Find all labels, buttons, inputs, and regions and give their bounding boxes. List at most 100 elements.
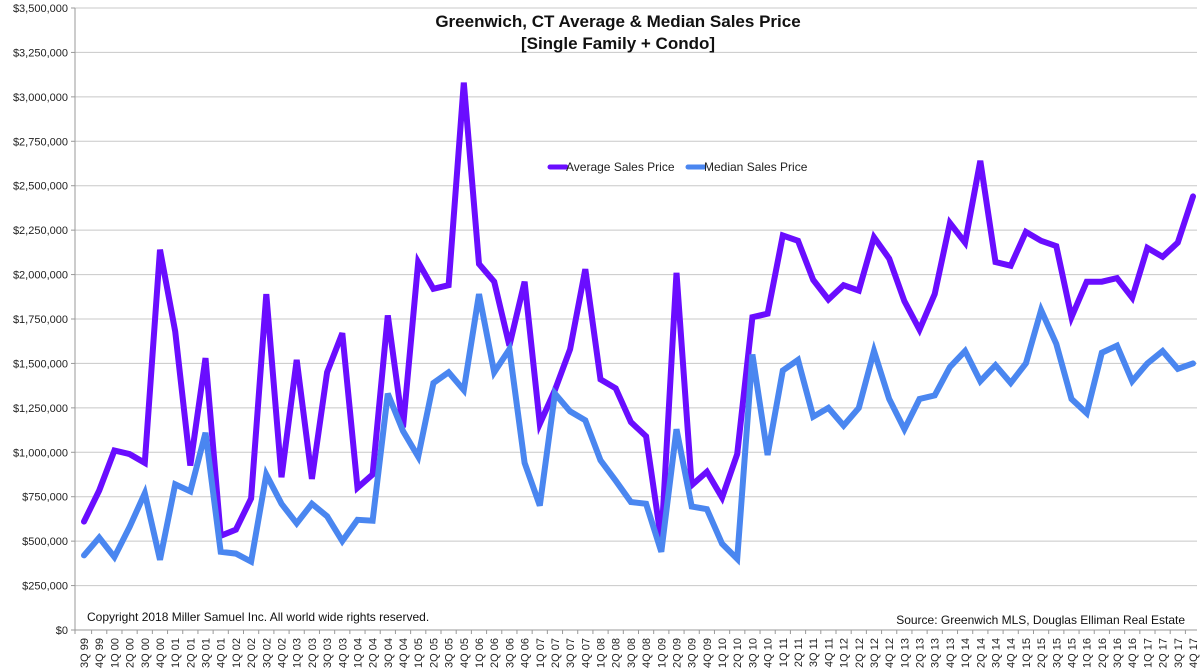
x-axis-ticks: 3Q 99 4Q 99 1Q 00 2Q 00 3Q 00 4Q 00 1Q 01 2Q 01… bbox=[79, 630, 1200, 668]
x-tick-label: 2Q 15 bbox=[1036, 638, 1048, 668]
x-tick-label: 2Q 01 bbox=[185, 638, 197, 668]
chart-title: Greenwich, CT Average & Median Sales Pri… bbox=[435, 12, 800, 31]
x-tick-label: 1Q 16 bbox=[1082, 638, 1094, 668]
x-tick-label: 2Q 05 bbox=[428, 638, 440, 668]
x-tick-label: 2Q 13 bbox=[915, 638, 927, 668]
x-tick-label: 4Q 02 bbox=[276, 638, 288, 668]
x-tick-label: 2Q 06 bbox=[489, 638, 501, 668]
x-tick-label: 3Q 16 bbox=[1112, 638, 1124, 668]
x-tick-label: 3Q 13 bbox=[930, 638, 942, 668]
y-tick-label: $2,500,000 bbox=[13, 181, 68, 193]
series-group bbox=[81, 82, 1196, 567]
x-tick-label: 1Q 14 bbox=[960, 638, 972, 668]
x-tick-label: 4Q 11 bbox=[823, 638, 835, 667]
x-tick-label: 3Q 12 bbox=[869, 638, 881, 668]
x-tick-label: 2Q 07 bbox=[550, 638, 562, 668]
gridlines bbox=[75, 7, 1197, 587]
y-tick-label: $1,000,000 bbox=[13, 447, 68, 459]
y-tick-label: $250,000 bbox=[22, 581, 68, 593]
x-tick-label: 1Q 02 bbox=[231, 638, 243, 668]
legend-label-median: Median Sales Price bbox=[704, 160, 808, 174]
x-tick-label: 3Q 05 bbox=[444, 638, 456, 668]
x-tick-label: 4Q 12 bbox=[884, 638, 896, 668]
x-tick-label: 4Q 00 bbox=[155, 638, 167, 668]
x-tick-label: 2Q 04 bbox=[368, 638, 380, 668]
copyright-note: Copyright 2018 Miller Samuel Inc. All wo… bbox=[87, 610, 429, 624]
x-tick-label: 2Q 16 bbox=[1097, 638, 1109, 668]
x-tick-label: 2Q 12 bbox=[854, 638, 866, 668]
x-tick-label: 1Q 07 bbox=[535, 638, 547, 668]
x-tick-label: 4Q 06 bbox=[520, 638, 532, 668]
x-tick-label: 1Q 05 bbox=[413, 638, 425, 668]
y-tick-label: $2,000,000 bbox=[13, 270, 68, 282]
x-tick-label: 1Q 03 bbox=[292, 638, 304, 668]
x-tick-label: 1Q 06 bbox=[474, 638, 486, 668]
series-line-average-sales-price bbox=[81, 82, 1196, 542]
y-tick-label: $3,250,000 bbox=[13, 47, 68, 59]
x-tick-label: 4Q 17 bbox=[1188, 638, 1200, 668]
source-note: Source: Greenwich MLS, Douglas Elliman R… bbox=[896, 613, 1185, 627]
x-tick-label: 3Q 14 bbox=[991, 638, 1003, 668]
y-tick-label: $1,500,000 bbox=[13, 358, 68, 370]
y-tick-label: $1,250,000 bbox=[13, 403, 68, 415]
x-tick-label: 3Q 09 bbox=[687, 638, 699, 668]
x-tick-label: 4Q 07 bbox=[580, 638, 592, 668]
x-tick-label: 2Q 10 bbox=[732, 638, 744, 668]
legend: Average Sales Price Median Sales Price bbox=[547, 160, 808, 174]
y-tick-label: $500,000 bbox=[22, 536, 68, 548]
x-tick-label: 4Q 16 bbox=[1127, 638, 1139, 668]
x-tick-label: 4Q 14 bbox=[1006, 638, 1018, 668]
x-tick-label: 2Q 00 bbox=[125, 638, 137, 668]
x-tick-label: 1Q 17 bbox=[1142, 638, 1154, 668]
x-tick-label: 4Q 10 bbox=[763, 638, 775, 668]
x-tick-label: 4Q 04 bbox=[398, 638, 410, 668]
legend-label-average: Average Sales Price bbox=[566, 160, 675, 174]
x-tick-label: 3Q 01 bbox=[201, 638, 213, 668]
y-tick-label: $2,250,000 bbox=[13, 225, 68, 237]
y-tick-label: $750,000 bbox=[22, 492, 68, 504]
x-tick-label: 4Q 08 bbox=[641, 638, 653, 668]
x-tick-label: 2Q 03 bbox=[307, 638, 319, 668]
x-tick-label: 1Q 04 bbox=[352, 638, 364, 668]
x-tick-label: 2Q 14 bbox=[975, 638, 987, 668]
y-tick-label: $1,750,000 bbox=[13, 314, 68, 326]
y-tick-label: $3,000,000 bbox=[13, 92, 68, 104]
x-tick-label: 3Q 06 bbox=[504, 638, 516, 668]
x-tick-label: 3Q 02 bbox=[261, 638, 273, 668]
y-axis-ticks: $0 $250,000 $500,000 $750,000 $1,000,000 $1,2… bbox=[13, 3, 75, 637]
x-tick-label: 3Q 00 bbox=[140, 638, 152, 668]
x-tick-label: 3Q 08 bbox=[626, 638, 638, 668]
x-tick-label: 3Q 04 bbox=[383, 638, 395, 668]
x-tick-label: 2Q 17 bbox=[1158, 638, 1170, 668]
x-tick-label: 3Q 15 bbox=[1051, 638, 1063, 668]
y-tick-label: $0 bbox=[56, 625, 68, 637]
x-tick-label: 3Q 17 bbox=[1173, 638, 1185, 668]
x-tick-label: 2Q 02 bbox=[246, 638, 258, 668]
x-tick-label: 3Q 99 bbox=[79, 638, 91, 668]
x-tick-label: 1Q 01 bbox=[170, 638, 182, 668]
chart-subtitle: [Single Family + Condo] bbox=[521, 34, 715, 53]
x-tick-label: 4Q 15 bbox=[1066, 638, 1078, 668]
x-tick-label: 4Q 03 bbox=[337, 638, 349, 668]
x-tick-label: 3Q 10 bbox=[747, 638, 759, 668]
x-tick-label: 2Q 09 bbox=[671, 638, 683, 668]
x-tick-label: 1Q 13 bbox=[899, 638, 911, 668]
y-tick-label: $2,750,000 bbox=[13, 136, 68, 148]
y-tick-label: $3,500,000 bbox=[13, 3, 68, 15]
x-tick-label: 4Q 05 bbox=[459, 638, 471, 668]
x-tick-label: 1Q 15 bbox=[1021, 638, 1033, 668]
x-tick-label: 2Q 08 bbox=[611, 638, 623, 668]
x-tick-label: 3Q 11 bbox=[808, 638, 820, 667]
x-tick-label: 1Q 11 bbox=[778, 638, 790, 667]
x-tick-label: 4Q 09 bbox=[702, 638, 714, 668]
x-tick-label: 1Q 09 bbox=[656, 638, 668, 668]
x-tick-label: 1Q 12 bbox=[839, 638, 851, 668]
x-tick-label: 1Q 10 bbox=[717, 638, 729, 668]
x-tick-label: 4Q 01 bbox=[216, 638, 228, 668]
series-line-median-sales-price bbox=[81, 293, 1196, 567]
x-tick-label: 3Q 07 bbox=[565, 638, 577, 668]
x-tick-label: 4Q 13 bbox=[945, 638, 957, 668]
x-tick-label: 3Q 03 bbox=[322, 638, 334, 668]
x-tick-label: 1Q 08 bbox=[596, 638, 608, 668]
